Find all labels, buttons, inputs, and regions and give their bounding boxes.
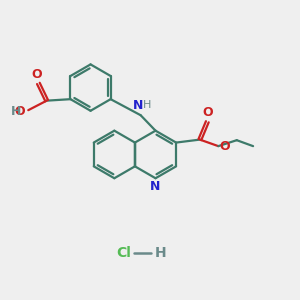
Text: O: O <box>14 105 25 118</box>
Text: O: O <box>202 106 213 119</box>
Text: N: N <box>133 99 143 112</box>
Text: H: H <box>154 245 166 260</box>
Text: H: H <box>142 100 151 110</box>
Text: N: N <box>150 180 161 193</box>
Text: O: O <box>219 140 230 153</box>
Text: Cl: Cl <box>116 245 131 260</box>
Text: H: H <box>11 105 22 118</box>
Text: O: O <box>32 68 42 81</box>
